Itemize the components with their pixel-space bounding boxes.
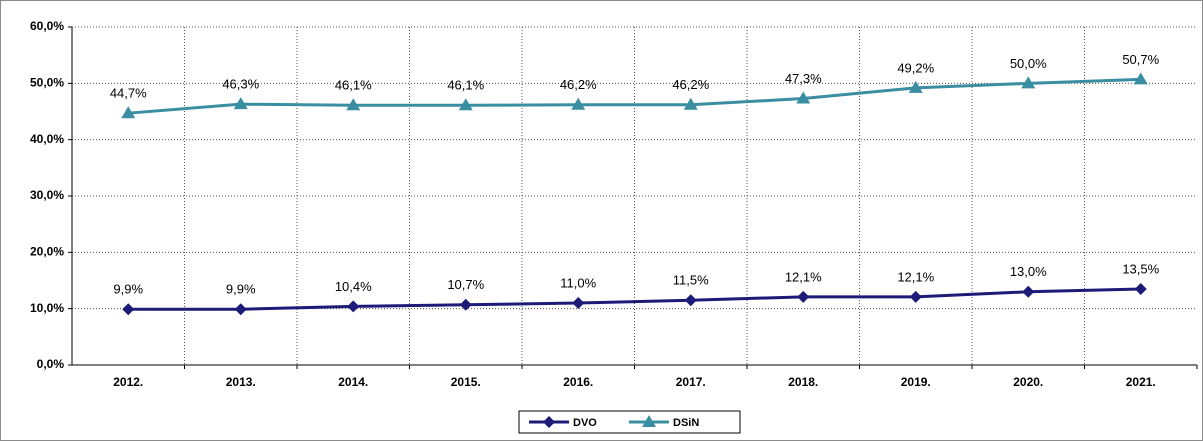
y-tick-label: 10,0% xyxy=(30,301,64,315)
legend-marker xyxy=(543,416,555,428)
marker xyxy=(458,98,473,111)
marker xyxy=(908,80,923,93)
series-line xyxy=(128,77,1141,115)
series-line xyxy=(128,287,1141,311)
legend-marker xyxy=(642,415,656,427)
marker xyxy=(122,303,135,316)
marker xyxy=(1021,76,1036,89)
x-tick-label: 2018. xyxy=(788,375,818,389)
x-tick-label: 2021. xyxy=(1126,375,1156,389)
x-tick-label: 2012. xyxy=(113,375,143,389)
marker xyxy=(1134,282,1147,295)
data-label: 46,1% xyxy=(447,78,484,93)
y-tick-label: 0,0% xyxy=(37,357,65,371)
marker xyxy=(459,298,472,311)
data-label: 44,7% xyxy=(110,86,147,101)
data-label: 10,4% xyxy=(335,279,372,294)
data-label: 9,9% xyxy=(226,282,256,297)
data-label: 12,1% xyxy=(897,269,934,284)
marker xyxy=(234,303,247,316)
marker xyxy=(683,97,698,110)
marker xyxy=(797,290,810,303)
data-label: 46,3% xyxy=(222,77,259,92)
marker xyxy=(909,290,922,303)
y-tick-label: 60,0% xyxy=(30,19,64,33)
data-label: 9,9% xyxy=(113,282,143,297)
legend-label: DSiN xyxy=(673,417,699,429)
marker xyxy=(1022,285,1035,298)
data-label: 49,2% xyxy=(897,60,934,75)
marker xyxy=(571,97,586,110)
y-tick-label: 40,0% xyxy=(30,132,64,146)
y-tick-label: 20,0% xyxy=(30,245,64,259)
data-label: 11,0% xyxy=(560,275,596,290)
data-label: 46,2% xyxy=(560,77,597,92)
legend-label: DVO xyxy=(573,417,597,429)
data-label: 46,1% xyxy=(335,78,372,93)
x-tick-label: 2017. xyxy=(676,375,706,389)
data-label: 47,3% xyxy=(785,71,822,86)
y-tick-label: 50,0% xyxy=(30,76,64,90)
marker xyxy=(346,98,361,111)
data-label: 50,0% xyxy=(1010,56,1047,71)
data-label: 11,5% xyxy=(673,273,709,288)
marker xyxy=(347,300,360,313)
data-label: 50,7% xyxy=(1122,52,1159,67)
data-label: 10,7% xyxy=(447,277,484,292)
data-label: 13,0% xyxy=(1010,264,1047,279)
marker xyxy=(684,294,697,307)
x-tick-label: 2014. xyxy=(338,375,368,389)
y-tick-label: 30,0% xyxy=(30,188,64,202)
marker xyxy=(121,106,136,119)
data-label: 13,5% xyxy=(1122,261,1159,276)
data-label: 12,1% xyxy=(785,269,822,284)
marker xyxy=(572,297,585,310)
marker xyxy=(233,97,248,110)
x-tick-label: 2019. xyxy=(901,375,931,389)
x-tick-label: 2013. xyxy=(226,375,256,389)
data-label: 46,2% xyxy=(672,77,709,92)
x-tick-label: 2020. xyxy=(1013,375,1043,389)
x-tick-label: 2016. xyxy=(563,375,593,389)
marker xyxy=(796,91,811,104)
x-tick-label: 2015. xyxy=(451,375,481,389)
marker xyxy=(1133,72,1148,85)
